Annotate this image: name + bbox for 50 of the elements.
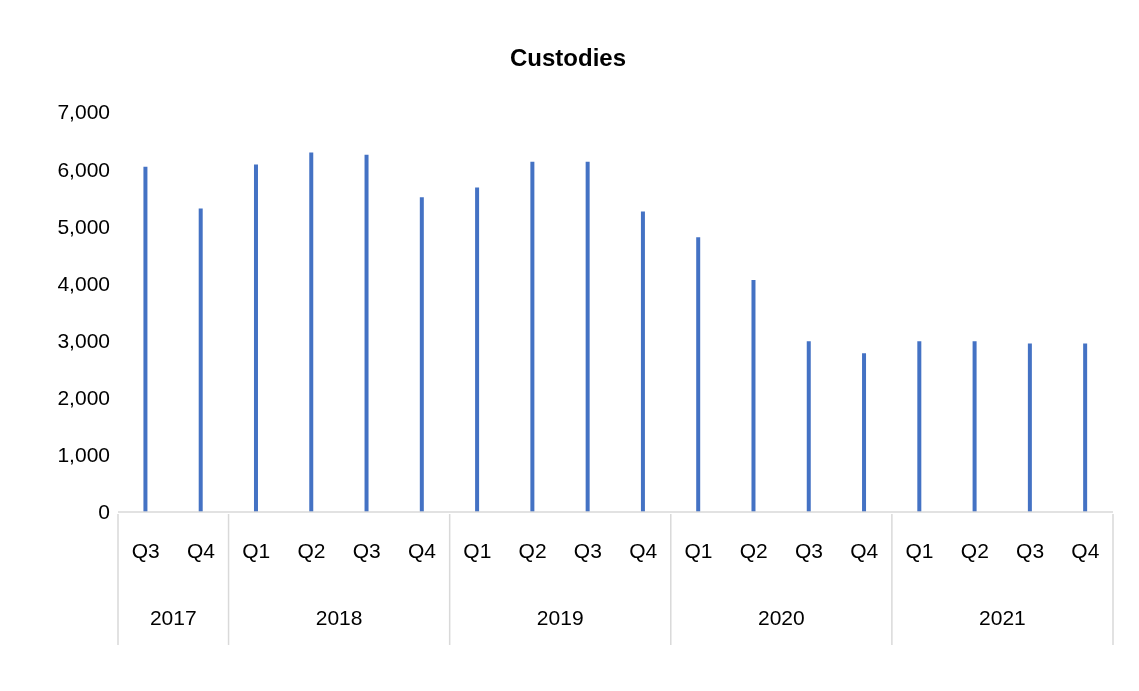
y-tick-label: 3,000 [57, 329, 110, 353]
y-tick-label: 4,000 [57, 271, 110, 295]
x-tick-label: Q4 [629, 539, 658, 562]
bar [585, 161, 590, 512]
bar [143, 166, 148, 512]
x-tick-label: Q1 [684, 539, 713, 562]
bar [1083, 343, 1088, 512]
bar [1027, 343, 1032, 512]
y-tick-label: 2,000 [57, 386, 110, 410]
x-tick-label: Q2 [518, 539, 547, 562]
x-tick-label: Q4 [408, 539, 437, 562]
chart-title: Custodies [509, 43, 627, 72]
bar [751, 280, 756, 512]
text: 2017 [149, 606, 197, 629]
bar [309, 152, 314, 512]
bar [862, 353, 867, 512]
bar [640, 211, 645, 512]
bar [972, 341, 977, 512]
x-tick-label: Q1 [463, 539, 492, 562]
x-tick-label: Q3 [352, 539, 381, 562]
bar [806, 341, 811, 512]
x-tick-label: Q4 [1071, 539, 1100, 562]
x-tick-label: Q3 [794, 539, 823, 562]
bar [917, 341, 922, 512]
x-tick-label: Q1 [242, 539, 271, 562]
y-tick-label: 0 [98, 500, 110, 524]
y-tick-label: 5,000 [57, 214, 110, 238]
x-tick-label: Q2 [297, 539, 326, 562]
bar [530, 161, 535, 512]
text: 2018 [315, 606, 363, 629]
text: 2020 [757, 606, 805, 629]
text: 2019 [536, 606, 584, 629]
bar [419, 197, 424, 512]
x-tick-label: Q2 [960, 539, 989, 562]
bar [253, 164, 258, 512]
y-tick-label: 1,000 [57, 443, 110, 467]
x-tick-label: Q3 [573, 539, 602, 562]
text: 2021 [979, 606, 1026, 629]
bar [696, 237, 701, 512]
y-tick-label: 6,000 [57, 157, 110, 181]
x-tick-label: Q1 [905, 539, 934, 562]
x-tick-label: Q3 [1016, 539, 1045, 562]
x-tick-label: Q4 [186, 539, 216, 562]
bar [475, 187, 480, 512]
x-tick-label: Q4 [850, 539, 879, 562]
bar [198, 208, 203, 512]
y-tick-label: 7,000 [57, 100, 110, 124]
x-tick-label: Q2 [739, 539, 768, 562]
bar [364, 154, 369, 512]
x-tick-label: Q3 [131, 539, 160, 562]
